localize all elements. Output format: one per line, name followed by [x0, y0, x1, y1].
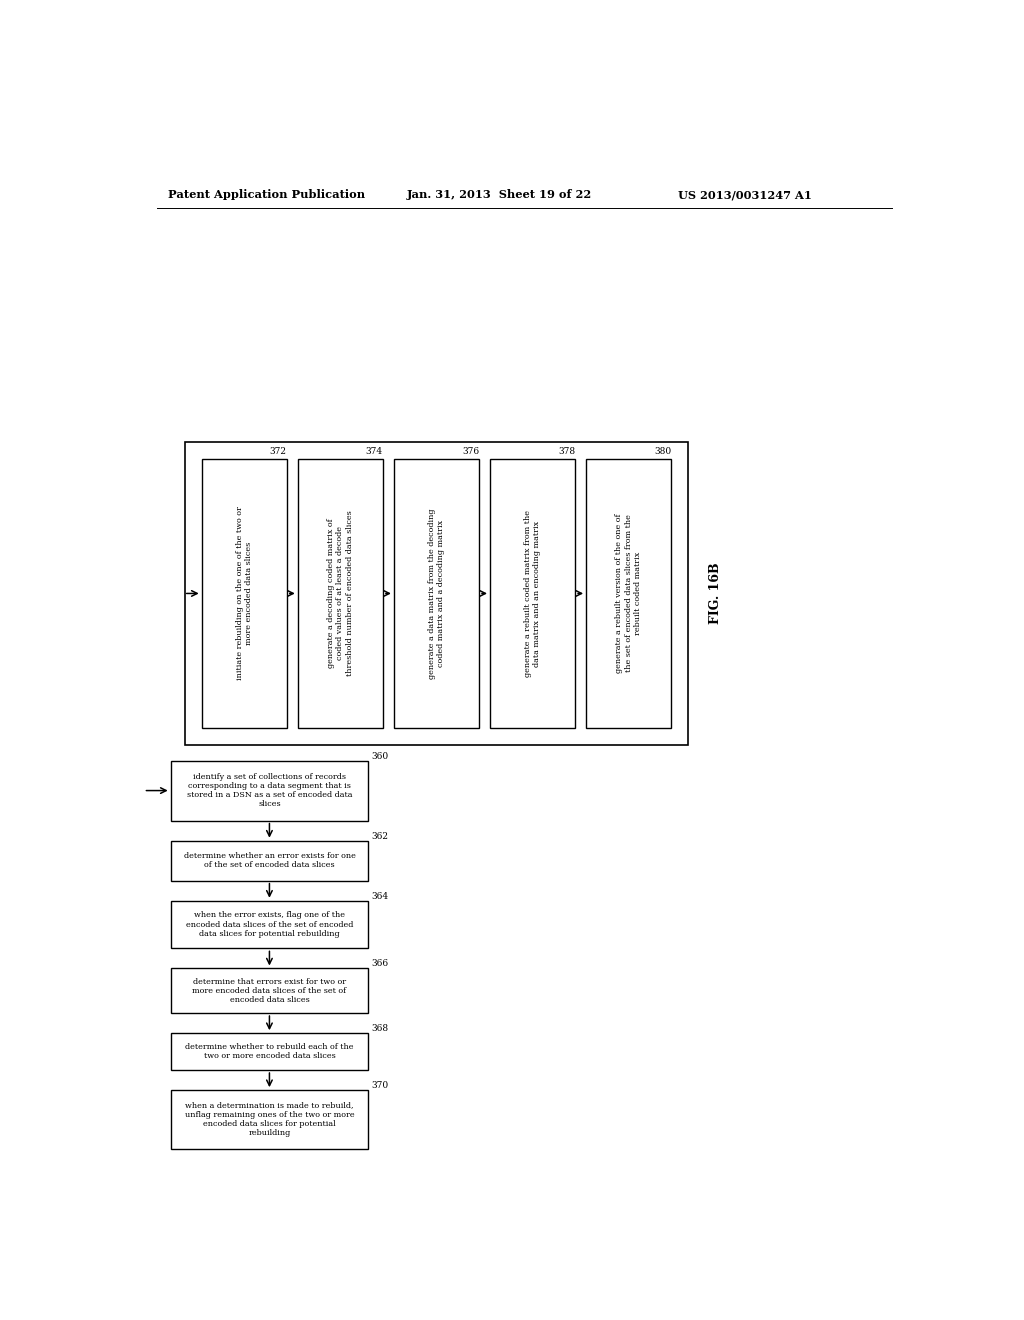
Bar	[586, 459, 672, 729]
Text: 368: 368	[372, 1024, 388, 1034]
Bar	[171, 841, 369, 880]
Text: 380: 380	[654, 446, 672, 455]
Text: generate a decoding coded matrix of
coded values of at least a decode
threshold : generate a decoding coded matrix of code…	[327, 511, 353, 676]
Text: determine that errors exist for two or
more encoded data slices of the set of
en: determine that errors exist for two or m…	[193, 978, 346, 1005]
Text: 372: 372	[270, 446, 287, 455]
Bar	[171, 969, 369, 1014]
Text: 364: 364	[372, 892, 388, 900]
Text: generate a rebuilt coded matrix from the
data matrix and an encoding matrix: generate a rebuilt coded matrix from the…	[524, 510, 541, 677]
Text: 362: 362	[372, 832, 388, 841]
Text: 370: 370	[372, 1081, 388, 1090]
Bar	[171, 760, 369, 821]
Text: determine whether to rebuild each of the
two or more encoded data slices: determine whether to rebuild each of the…	[185, 1043, 353, 1060]
Text: determine whether an error exists for one
of the set of encoded data slices: determine whether an error exists for on…	[183, 851, 355, 870]
Text: US 2013/0031247 A1: US 2013/0031247 A1	[678, 189, 812, 201]
Text: Patent Application Publication: Patent Application Publication	[168, 189, 366, 201]
Text: 378: 378	[558, 446, 575, 455]
Bar	[184, 442, 688, 744]
Text: 374: 374	[366, 446, 383, 455]
Text: when the error exists, flag one of the
encoded data slices of the set of encoded: when the error exists, flag one of the e…	[185, 911, 353, 937]
Bar	[394, 459, 479, 729]
Bar	[489, 459, 575, 729]
Bar	[171, 900, 369, 949]
Text: Jan. 31, 2013  Sheet 19 of 22: Jan. 31, 2013 Sheet 19 of 22	[407, 189, 592, 201]
Text: FIG. 16B: FIG. 16B	[709, 562, 722, 624]
Bar	[171, 1090, 369, 1148]
Bar	[202, 459, 287, 729]
Text: generate a data matrix from the decoding
coded matrix and a decoding matrix: generate a data matrix from the decoding…	[428, 508, 445, 678]
Text: identify a set of collections of records
corresponding to a data segment that is: identify a set of collections of records…	[186, 772, 352, 808]
Text: 360: 360	[372, 751, 388, 760]
Bar	[171, 1034, 369, 1071]
Text: generate a rebuilt version of the one of
the set of encoded data slices from the: generate a rebuilt version of the one of…	[615, 513, 642, 673]
Text: 366: 366	[372, 960, 388, 969]
Bar	[298, 459, 383, 729]
Text: 376: 376	[462, 446, 479, 455]
Text: when a determination is made to rebuild,
unflag remaining ones of the two or mor: when a determination is made to rebuild,…	[184, 1102, 354, 1137]
Text: initiate rebuilding on the one of the two or
more encoded data slices: initiate rebuilding on the one of the tw…	[236, 507, 253, 680]
